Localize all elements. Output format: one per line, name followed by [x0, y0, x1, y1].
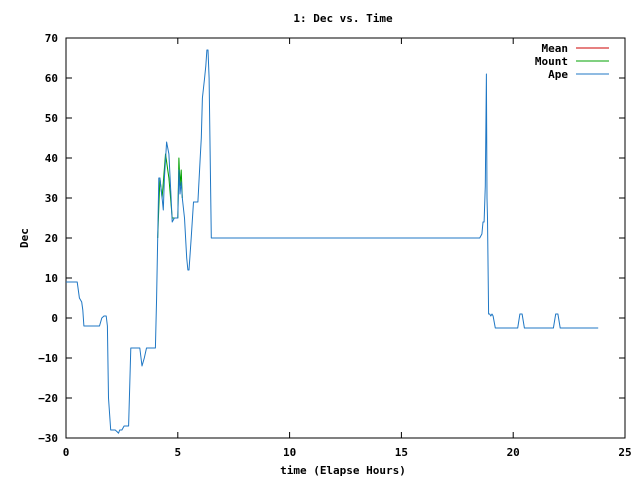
x-axis-label: time (Elapse Hours) — [280, 464, 406, 477]
x-tick-label: 20 — [507, 446, 520, 459]
y-tick-label: 30 — [45, 192, 58, 205]
x-tick-label: 25 — [618, 446, 631, 459]
y-axis-label: Dec — [18, 228, 31, 248]
x-tick-label: 10 — [283, 446, 296, 459]
y-tick-label: 20 — [45, 232, 58, 245]
x-tick-label: 5 — [174, 446, 181, 459]
series-line-ape — [66, 49, 599, 434]
series-layer — [66, 49, 599, 434]
legend-label-mean: Mean — [542, 42, 569, 55]
x-tick-label: 0 — [63, 446, 70, 459]
x-tick-label: 15 — [395, 446, 408, 459]
y-tick-label: −30 — [38, 432, 58, 445]
y-tick-label: 0 — [51, 312, 58, 325]
y-tick-label: −10 — [38, 352, 58, 365]
chart-title: 1: Dec vs. Time — [293, 12, 393, 25]
y-tick-label: −20 — [38, 392, 58, 405]
y-tick-label: 50 — [45, 112, 58, 125]
y-tick-label: 10 — [45, 272, 58, 285]
legend-label-mount: Mount — [535, 55, 568, 68]
y-tick-label: 40 — [45, 152, 58, 165]
legend-label-ape: Ape — [548, 68, 568, 81]
y-tick-label: 60 — [45, 72, 58, 85]
axis-ticks: 0 5 10 15 20 25 −30 −20 −10 0 10 20 30 40 50 60 70 — [38, 32, 632, 459]
y-tick-label: 70 — [45, 32, 58, 45]
